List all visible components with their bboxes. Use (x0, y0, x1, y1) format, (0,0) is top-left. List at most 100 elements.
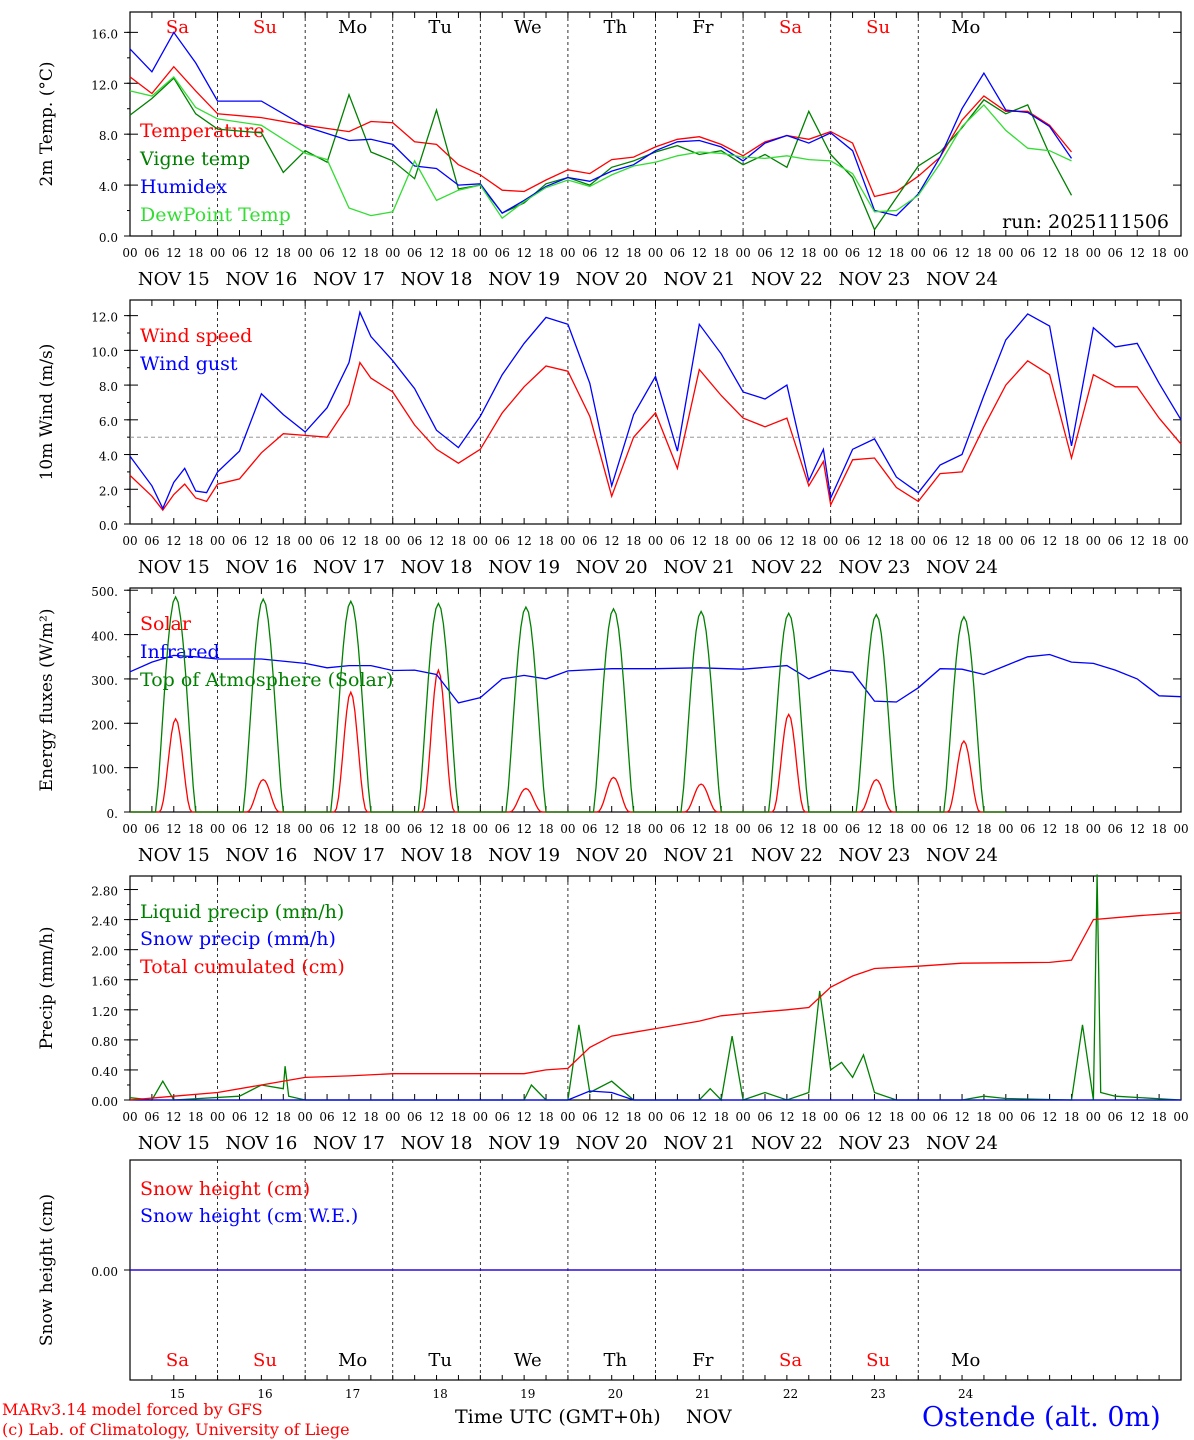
model-credit: MARv3.14 model forced by GFS (2, 1400, 263, 1419)
x-hour-label: 18 (1064, 246, 1079, 260)
y-tick-label: 0.00 (91, 1095, 118, 1109)
x-hour-label: 06 (582, 534, 597, 548)
day-name: Fr (692, 1350, 713, 1371)
x-date-number: 22 (783, 1387, 798, 1401)
x-date-label: NOV 21 (663, 557, 735, 578)
y-tick-label: 8.0 (99, 380, 118, 394)
x-hour-label: 12 (429, 822, 444, 836)
x-hour-label: 06 (670, 534, 685, 548)
x-hour-label: 12 (779, 822, 794, 836)
y-tick-label: 16.0 (91, 27, 118, 41)
day-name: Th (604, 1350, 628, 1371)
x-hour-label: 18 (538, 246, 553, 260)
legend-entry: Liquid precip (mm/h) (140, 901, 344, 923)
x-hour-label: 12 (516, 822, 531, 836)
x-hour-label: 06 (1020, 534, 1035, 548)
x-hour-label: 00 (1086, 1110, 1101, 1124)
y-tick-label: 2.80 (91, 885, 118, 899)
day-name: Tu (428, 1350, 452, 1371)
x-hour-label: 06 (407, 246, 422, 260)
x-hour-label: 06 (933, 822, 948, 836)
x-hour-label: 12 (1130, 822, 1145, 836)
legend-entry: Wind speed (140, 325, 252, 347)
x-date-label: NOV 20 (576, 845, 648, 866)
x-date-label: NOV 23 (839, 845, 911, 866)
x-date-label: NOV 21 (663, 845, 735, 866)
x-hour-label: 12 (341, 534, 356, 548)
legend-entry: Snow height (cm) (140, 1178, 310, 1200)
x-hour-label: 00 (1086, 534, 1101, 548)
x-hour-label: 00 (1086, 822, 1101, 836)
x-hour-label: 06 (933, 1110, 948, 1124)
x-hour-label: 12 (954, 246, 969, 260)
x-date-label: NOV 19 (488, 845, 560, 866)
x-hour-label: 06 (757, 534, 772, 548)
x-hour-label: 06 (144, 1110, 159, 1124)
x-hour-label: 06 (582, 822, 597, 836)
x-date-label: NOV 17 (313, 1133, 385, 1154)
x-hour-label: 06 (144, 246, 159, 260)
x-date-number: 18 (433, 1387, 448, 1401)
x-hour-label: 00 (1086, 246, 1101, 260)
x-hour-label: 12 (166, 534, 181, 548)
x-axis-title: Time UTC (GMT+0h) (455, 1406, 661, 1428)
x-hour-label: 06 (670, 246, 685, 260)
x-hour-label: 12 (429, 534, 444, 548)
x-hour-label: 06 (845, 534, 860, 548)
day-name: Su (253, 17, 277, 38)
panel-wind: 0.0 2.0 4.0 6.0 8.0 10.0 12.0 10m Wind (m/s) 00 0… (37, 299, 1189, 578)
x-hour-label: 06 (845, 246, 860, 260)
day-name: Sa (166, 1350, 189, 1371)
day-name: We (514, 1350, 542, 1371)
x-hour-label: 18 (1064, 822, 1079, 836)
x-hour-label: 00 (210, 822, 225, 836)
x-date-label: NOV 24 (926, 269, 998, 290)
x-hour-label: 06 (232, 1110, 247, 1124)
x-hour-label: 12 (954, 1110, 969, 1124)
x-hour-label: 12 (166, 246, 181, 260)
y-axis-label: Precip (mm/h) (37, 926, 57, 1049)
day-name: Su (866, 1350, 890, 1371)
y-tick-label: 300. (91, 674, 118, 688)
x-hour-label: 18 (889, 246, 904, 260)
x-hour-label: 06 (933, 246, 948, 260)
x-hour-label: 18 (714, 1110, 729, 1124)
legend-entry: DewPoint Temp (140, 204, 291, 226)
x-hour-label: 18 (889, 1110, 904, 1124)
x-hour-label: 12 (779, 1110, 794, 1124)
x-hour-label: 00 (735, 246, 750, 260)
x-hour-label: 12 (867, 822, 882, 836)
x-hour-label: 18 (1064, 534, 1079, 548)
y-tick-label: 0.0 (99, 519, 118, 533)
x-date-label: NOV 22 (751, 269, 823, 290)
x-date-label: NOV 21 (663, 1133, 735, 1154)
x-hour-label: 00 (911, 246, 926, 260)
x-hour-label: 00 (473, 534, 488, 548)
x-date-label: NOV 19 (488, 557, 560, 578)
x-hour-label: 06 (1020, 822, 1035, 836)
x-hour-label: 06 (407, 534, 422, 548)
x-hour-label: 18 (276, 246, 291, 260)
x-date-label: NOV 23 (839, 269, 911, 290)
x-hour-label: 00 (648, 1110, 663, 1124)
x-hour-label: 00 (473, 1110, 488, 1124)
x-hour-label: 00 (473, 246, 488, 260)
x-hour-label: 18 (188, 246, 203, 260)
x-hour-label: 00 (998, 534, 1013, 548)
x-hour-label: 18 (714, 534, 729, 548)
x-hour-label: 00 (298, 1110, 313, 1124)
panel-energy: 0. 100. 200. 300. 400. 500. Energy fluxes (W/m… (37, 585, 1189, 866)
x-hour-label: 00 (560, 534, 575, 548)
x-date-label: NOV 16 (225, 1133, 297, 1154)
y-tick-label: 2.00 (91, 945, 118, 959)
x-date-number: 15 (170, 1387, 185, 1401)
x-hour-label: 12 (1042, 1110, 1057, 1124)
y-tick-label: 400. (91, 630, 118, 644)
x-hour-label: 12 (1130, 534, 1145, 548)
x-hour-label: 00 (998, 822, 1013, 836)
x-date-label: NOV 24 (926, 557, 998, 578)
series-snow-precip-mm-h- (130, 1090, 1181, 1101)
x-hour-label: 00 (385, 534, 400, 548)
x-hour-label: 00 (911, 534, 926, 548)
series-wind-gust (129, 310, 1182, 510)
